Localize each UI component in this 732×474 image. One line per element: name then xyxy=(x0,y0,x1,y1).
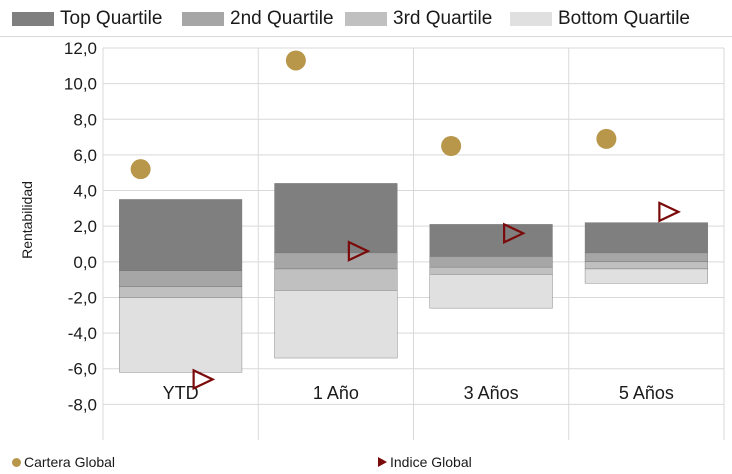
indice-global-point-3 xyxy=(658,201,681,223)
legend-label-top-quartile: Top Quartile xyxy=(60,8,163,29)
bar-bottom-quartile-0 xyxy=(119,297,243,373)
legend-item-indice-global: Indice Global xyxy=(378,452,472,472)
indice-global-point-0 xyxy=(192,368,216,391)
x-tick-label-0: YTD xyxy=(163,383,199,403)
top-legend: Top Quartile 2nd Quartile 3rd Quartile B… xyxy=(0,6,732,32)
bar-bottom-quartile-2 xyxy=(429,274,553,309)
indice-global-point-1 xyxy=(347,240,371,262)
bar-3rd-quartile-3 xyxy=(584,261,708,270)
bar-top-quartile-3 xyxy=(584,222,708,254)
y-axis-title: Rentabilidad xyxy=(19,181,35,259)
x-tick-label-1: 1 Año xyxy=(313,383,359,403)
x-tick-label-2: 3 Años xyxy=(464,383,519,403)
cartera-global-point-3 xyxy=(596,128,617,149)
bar-top-quartile-0 xyxy=(119,199,243,271)
bar-2nd-quartile-2 xyxy=(429,256,553,268)
data-points xyxy=(130,50,681,391)
y-tick-label-9: -6,0 xyxy=(68,360,97,379)
quartile-bars xyxy=(119,183,708,373)
legend-swatch-top-quartile xyxy=(12,12,54,26)
legend-label-3rd-quartile: 3rd Quartile xyxy=(393,8,493,29)
bar-bottom-quartile-3 xyxy=(584,268,708,284)
y-tick-label-5: 2,0 xyxy=(73,217,97,236)
y-tick-label-7: -2,0 xyxy=(68,288,97,307)
y-tick-label-1: 10,0 xyxy=(64,75,97,94)
bar-bottom-quartile-1 xyxy=(274,290,398,359)
y-tick-label-8: -4,0 xyxy=(68,324,97,343)
bar-top-quartile-1 xyxy=(274,183,398,254)
legend-item-bottom-quartile: Bottom Quartile xyxy=(510,6,690,32)
axes: 12,0 10,0 8,0 6,0 4,0 2,0 0,0 -2,0 -4,0 -6,0 -8,0 Y… xyxy=(64,39,674,414)
bar-top-quartile-2 xyxy=(429,224,553,257)
cartera-global-point-1 xyxy=(285,50,306,71)
y-tick-label-10: -8,0 xyxy=(68,395,97,414)
bar-3rd-quartile-1 xyxy=(274,268,398,291)
indice-global-point-2 xyxy=(503,222,526,245)
legend-label-indice-global: Indice Global xyxy=(390,454,472,470)
legend-swatch-bottom-quartile xyxy=(510,12,552,26)
bar-3rd-quartile-0 xyxy=(119,286,243,298)
legend-item-top-quartile: Top Quartile xyxy=(12,6,162,32)
legend-item-2nd-quartile: 2nd Quartile xyxy=(182,6,334,32)
y-tick-label-3: 6,0 xyxy=(73,146,97,165)
bar-2nd-quartile-0 xyxy=(119,270,243,287)
legend-swatch-3rd-quartile xyxy=(345,12,387,26)
triangle-marker-icon xyxy=(378,457,387,467)
bar-2nd-quartile-1 xyxy=(274,252,398,270)
y-tick-label-4: 4,0 xyxy=(73,182,97,201)
circle-marker-icon xyxy=(12,457,21,467)
legend-swatch-2nd-quartile xyxy=(182,12,224,26)
bottom-legend: Cartera Global Indice Global xyxy=(0,452,732,472)
legend-label-bottom-quartile: Bottom Quartile xyxy=(558,8,690,29)
x-tick-label-3: 5 Años xyxy=(619,383,674,403)
cartera-global-point-0 xyxy=(130,159,151,180)
y-tick-label-2: 8,0 xyxy=(73,110,97,129)
legend-label-2nd-quartile: 2nd Quartile xyxy=(230,8,334,29)
legend-divider xyxy=(0,36,732,37)
legend-item-3rd-quartile: 3rd Quartile xyxy=(345,6,492,32)
y-tick-label-6: 0,0 xyxy=(73,253,97,272)
legend-item-cartera-global: Cartera Global xyxy=(12,452,115,472)
y-tick-label-0: 12,0 xyxy=(64,39,97,58)
legend-label-cartera-global: Cartera Global xyxy=(24,454,116,470)
bar-2nd-quartile-3 xyxy=(584,252,708,263)
bar-3rd-quartile-2 xyxy=(429,266,553,275)
cartera-global-point-2 xyxy=(441,136,462,156)
